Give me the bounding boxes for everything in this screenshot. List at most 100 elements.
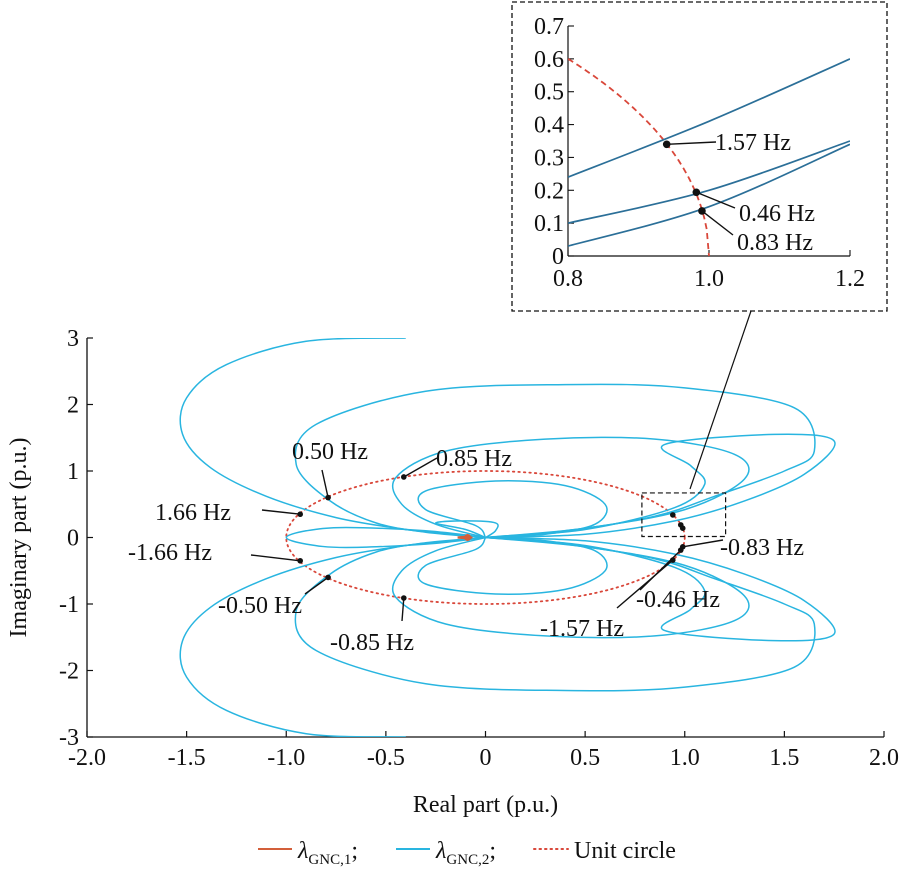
series-gnc2-branch: [285, 526, 486, 549]
inset-x-tick-label: 1.0: [694, 266, 724, 292]
inset-y-tick-label: 0.5: [534, 80, 564, 106]
inset-y-tick-label: 0.1: [534, 211, 564, 237]
series-gnc2-branch: [294, 536, 816, 692]
inset-y-tick-label: 0.4: [534, 113, 564, 139]
inset-annotation-leader: [696, 191, 736, 209]
inset-y-tick-label: 0.6: [534, 47, 564, 73]
series-gnc1-point: [464, 534, 472, 541]
series-gnc2-branch: [391, 436, 750, 539]
inset-y-tick-label: 0.3: [534, 145, 564, 171]
legend-symbol: λ: [297, 838, 308, 864]
legend-suffix: ;: [489, 838, 496, 864]
frequency-label: -1.57 Hz: [540, 616, 624, 642]
zoom-connector: [689, 310, 752, 490]
annotation-leader: [401, 597, 405, 622]
inset-frequency-label: 0.83 Hz: [737, 230, 813, 256]
legend-label: Unit circle: [574, 838, 676, 864]
inset-gnc2-line: [568, 143, 850, 247]
y-tick-label: 1: [67, 459, 79, 485]
y-axis-title: Imaginary part (p.u.): [6, 438, 32, 638]
inset-plot: 0.8 1.0 1.2 0 0.1 0.2 0.3 0.4 0.5 0.6 0.7 1.57 Hz 0.…: [511, 1, 888, 312]
series-gnc2-branch: [485, 433, 836, 539]
frequency-marker: [297, 557, 303, 564]
frequency-marker: [679, 525, 686, 531]
inset-gnc2-line: [568, 58, 850, 178]
x-tick-label: -0.5: [367, 745, 405, 771]
frequency-label: -0.83 Hz: [720, 535, 804, 561]
frequency-marker: [401, 474, 407, 480]
series-gnc2-branch: [434, 520, 499, 539]
annotation-leader: [321, 469, 329, 498]
inset-gnc2-line: [568, 140, 850, 224]
inset-frequency-label: 1.57 Hz: [715, 130, 791, 156]
frequency-label: 1.66 Hz: [155, 500, 231, 526]
frequency-marker: [297, 511, 303, 518]
frequency-marker: [677, 547, 684, 553]
legend-label: λGNC,1;: [297, 838, 358, 868]
zoom-region-box: [641, 492, 727, 538]
x-tick-label: -1.5: [168, 745, 206, 771]
frequency-label: -0.85 Hz: [330, 630, 414, 656]
y-tick-label: 2: [67, 393, 79, 419]
plot-area: [179, 338, 836, 737]
frequency-marker: [325, 494, 331, 501]
inset-x-tick-label: 1.2: [835, 266, 865, 292]
x-axis-title: Real part (p.u.): [413, 792, 558, 818]
frequency-marker: [325, 574, 331, 581]
inset-x-tick-label: 0.8: [553, 266, 583, 292]
inset-y-tick-label: 0: [552, 244, 564, 270]
series-gnc2-branch: [485, 536, 836, 642]
frequency-marker: [401, 595, 407, 601]
unit-circle: [285, 470, 686, 605]
series-gnc2-branch: [294, 383, 816, 539]
inset-frequency-marker: [692, 188, 701, 197]
annotation-leader: [304, 576, 329, 595]
frequency-marker: [669, 557, 676, 563]
annotation-leader: [682, 539, 724, 548]
legend-text: Unit circle: [574, 838, 676, 864]
x-tick-label: -1.0: [267, 745, 305, 771]
inset-y-tick-label: 0.7: [534, 14, 564, 40]
legend: λGNC,1; λGNC,2; Unit circle: [258, 838, 676, 868]
inset-frequency-marker: [662, 140, 671, 149]
x-tick-label: -2.0: [68, 745, 106, 771]
inset-frequency-label: 0.46 Hz: [739, 201, 815, 227]
legend-label: λGNC,2;: [435, 838, 496, 868]
frequency-label: 0.85 Hz: [436, 446, 512, 472]
x-tick-label: 0: [480, 745, 492, 771]
y-tick-label: -3: [59, 725, 79, 751]
x-tick-label: 2.0: [869, 745, 899, 771]
y-tick-label: -1: [59, 592, 79, 618]
legend-symbol: λ: [435, 838, 446, 864]
annotation-leader: [403, 457, 438, 478]
frequency-marker: [669, 512, 676, 518]
annotation-leader: [250, 554, 301, 562]
series-gnc2-branch: [417, 480, 608, 539]
y-tick-label: 0: [67, 526, 79, 552]
x-tick-label: 1.5: [769, 745, 799, 771]
annotation-leader: [261, 509, 301, 515]
annotation-leader: [616, 559, 674, 609]
x-tick-label: 1.0: [670, 745, 700, 771]
inset-annotation-leader: [701, 210, 734, 236]
series-gnc2-branch: [417, 536, 608, 595]
series-gnc1: [457, 535, 473, 540]
inset-annotation-leader: [666, 141, 717, 145]
inset-unit-circle: [568, 58, 710, 256]
legend-suffix: ;: [351, 838, 358, 864]
series-gnc2-branch: [391, 536, 750, 639]
frequency-label: 0.50 Hz: [292, 439, 368, 465]
main-plot: -2.0 -1.5 -1.0 -0.5 0 0.5 1.0 1.5 2.0 3 2 1 0 -1 -2 -3 R…: [6, 326, 899, 818]
inset-frequency-marker: [698, 207, 706, 215]
inset-plot-area: [568, 58, 850, 256]
frequency-label: -1.66 Hz: [128, 540, 212, 566]
inset-y-tick-label: 0.2: [534, 178, 564, 204]
y-tick-label: -2: [59, 659, 79, 685]
frequency-label: -0.46 Hz: [636, 587, 720, 613]
frequency-label: -0.50 Hz: [218, 593, 302, 619]
y-tick-label: 3: [67, 326, 79, 352]
x-tick-label: 0.5: [570, 745, 600, 771]
legend-subscript: GNC,1: [308, 852, 351, 868]
zoom-connector-line: [689, 310, 752, 490]
